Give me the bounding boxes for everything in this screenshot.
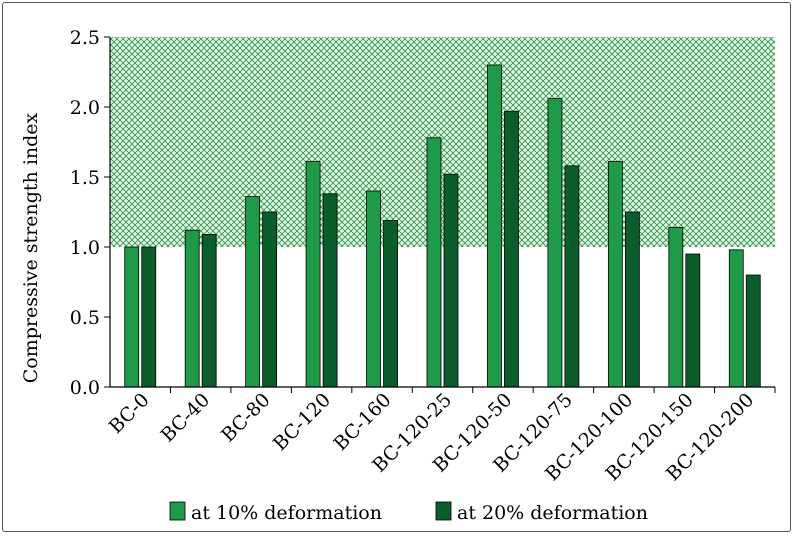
bars — [124, 64, 761, 388]
x-tick-label: BC-40 — [157, 389, 215, 447]
bar-bc-120-25-series-1 — [426, 137, 442, 388]
bar-bc-120-100-series-2 — [624, 211, 640, 388]
x-tick-label: BC-0 — [105, 389, 154, 438]
bar-bc-120-200-series-2 — [745, 274, 761, 388]
y-axis-title: Compressive strength index — [20, 112, 42, 383]
y-tick-label: 2.0 — [70, 97, 100, 119]
legend: at 10% deformation at 20% deformation — [169, 501, 648, 524]
legend-label-series-1: at 10% deformation — [191, 502, 382, 524]
y-tick-label: 1.5 — [70, 167, 100, 189]
bar-bc-160-series-1 — [366, 190, 381, 388]
x-ticks: BC-0 BC-40 BC-80BC-120BC-160BC-120-25BC-12… — [105, 387, 776, 485]
bar-bc-120-150-series-2 — [685, 253, 701, 388]
legend-swatch-series-1 — [169, 501, 186, 521]
legend-label-series-2: at 20% deformation — [457, 502, 648, 524]
bar-bc-120-series-1 — [305, 161, 321, 388]
bar-bc-120-100-series-1 — [607, 161, 623, 388]
bar-bc-120-50-series-2 — [504, 110, 519, 388]
bar-bc-0-series-2 — [141, 246, 157, 388]
bar-bc-120-50-series-1 — [487, 64, 502, 388]
bar-bc-80-series-2 — [262, 211, 278, 388]
y-tick-label: 0.5 — [70, 307, 100, 329]
bar-bc-120-75-series-1 — [547, 98, 563, 388]
y-tick-label: 2.5 — [70, 27, 100, 49]
bar-bc-120-200-series-1 — [728, 249, 744, 388]
x-tick-label: BC-80 — [217, 389, 275, 447]
y-tick-label: 1.0 — [70, 237, 100, 259]
bar-bc-120-25-series-2 — [443, 173, 459, 388]
x-tick-label: BC-120 — [269, 389, 335, 455]
bar-bc-80-series-1 — [245, 196, 261, 388]
y-tick-label: 0.0 — [70, 377, 100, 399]
bar-bc-120-75-series-2 — [564, 165, 580, 388]
y-ticks: 0.0 0.5 1.0 1.5 2.0 2.5 — [70, 27, 110, 399]
shaded-region — [110, 37, 775, 247]
legend-swatch-series-2 — [435, 501, 452, 521]
bar-bc-40-series-1 — [184, 229, 200, 388]
bar-bc-120-series-2 — [322, 193, 338, 388]
bar-bc-160-series-2 — [383, 219, 398, 388]
bar-bc-40-series-2 — [201, 233, 217, 388]
bar-bc-0-series-1 — [124, 246, 140, 388]
bar-bc-120-150-series-1 — [668, 226, 684, 388]
